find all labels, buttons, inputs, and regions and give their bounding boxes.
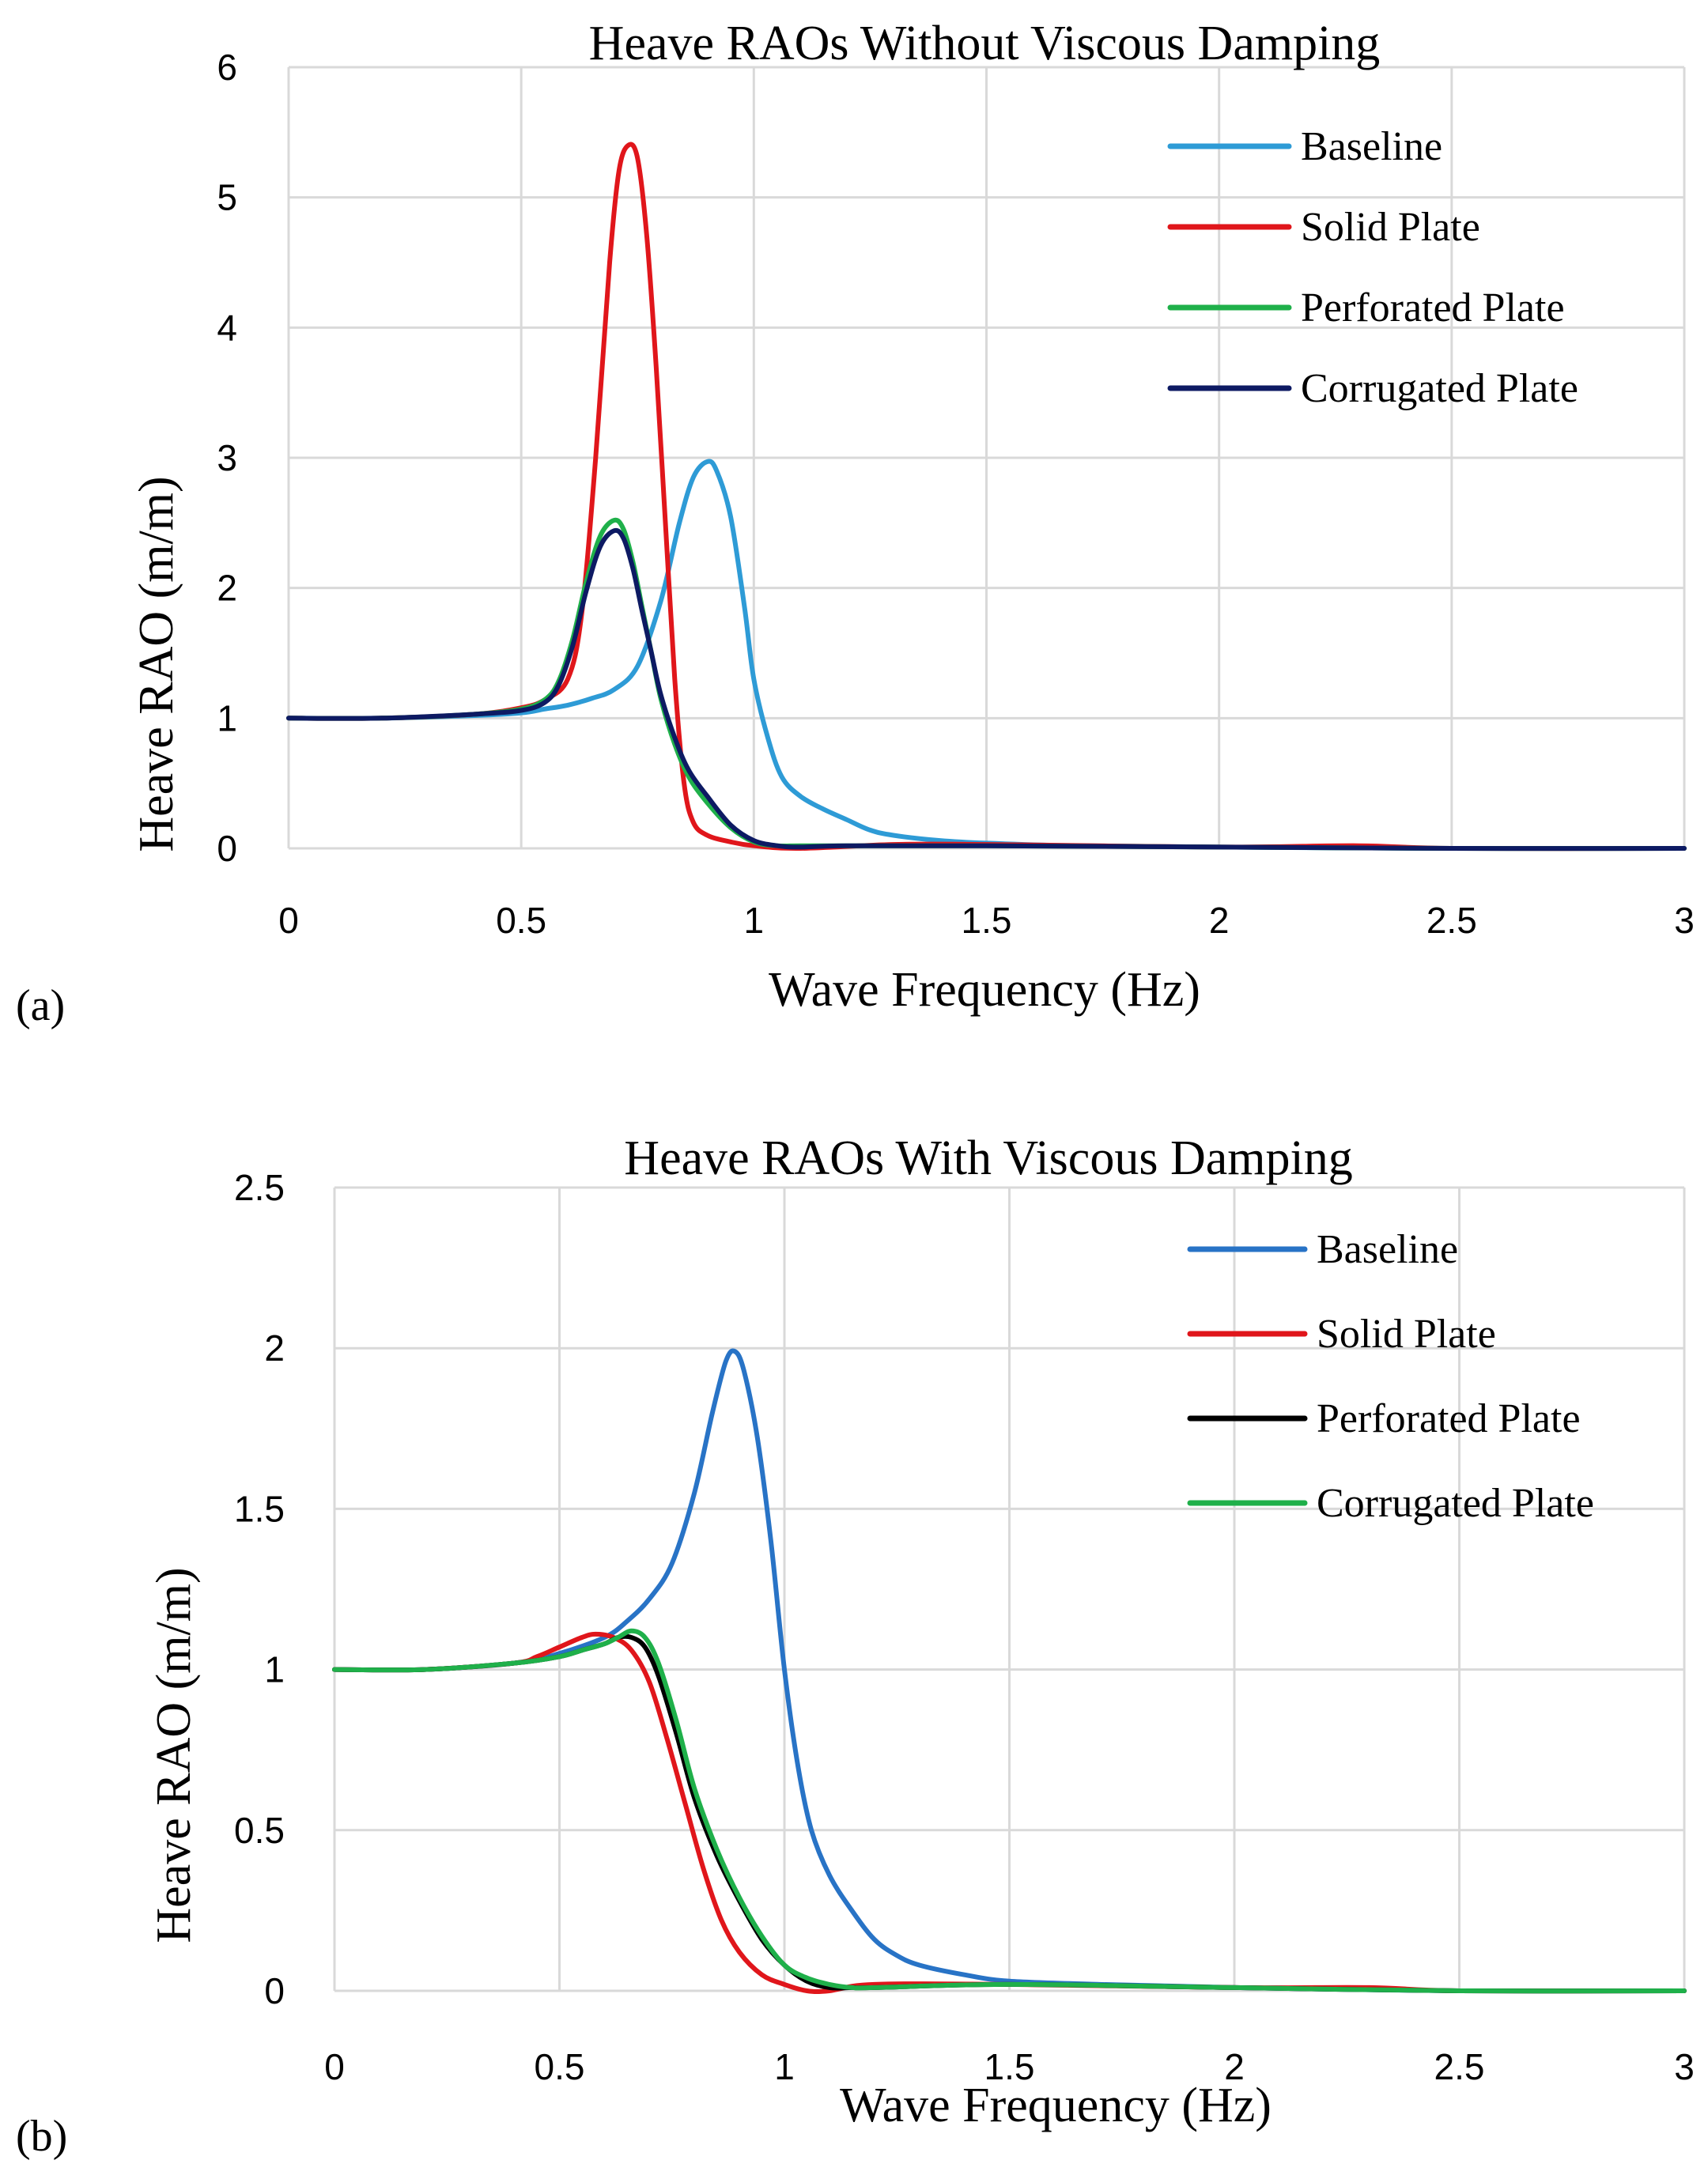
- legend-label-corrugated-plate: Corrugated Plate: [1317, 1481, 1594, 1526]
- legend-label-solid-plate: Solid Plate: [1301, 205, 1480, 250]
- panel-label-b: (b): [16, 2112, 67, 2161]
- ticks-b: 0 0.5 1 1.5 2 2.5 3 0 0.5 1 1.5 2 2.5: [234, 1167, 1695, 2087]
- panel-label-a: (a): [16, 981, 65, 1030]
- x-tick-label: 1: [774, 2046, 795, 2087]
- x-tick-label: 2.5: [1426, 900, 1477, 941]
- legend-label-perforated-plate: Perforated Plate: [1317, 1396, 1581, 1441]
- y-axis-label-b: Heave RAO (m/m): [147, 1567, 201, 1943]
- x-tick-label: 1.5: [984, 2046, 1035, 2087]
- ticks-a: 0 0.5 1 1.5 2 2.5 3 0 1 2 3 4 5 6: [217, 47, 1694, 941]
- y-axis-label-a: Heave RAO (m/m): [130, 476, 183, 852]
- legend-label-corrugated-plate: Corrugated Plate: [1301, 366, 1578, 411]
- x-tick-label: 0.5: [496, 900, 546, 941]
- x-axis-label-a: Wave Frequency (Hz): [769, 963, 1200, 1017]
- legend-b: Baseline Solid Plate Perforated Plate Corru…: [1187, 1227, 1594, 1526]
- y-tick-label: 2: [217, 568, 237, 609]
- chart-title-b: Heave RAOs With Viscous Damping: [624, 1131, 1352, 1185]
- x-tick-label: 3: [1674, 2046, 1695, 2087]
- y-tick-label: 4: [217, 307, 237, 348]
- series-line-corrugated-plate: [332, 1628, 1687, 1994]
- x-tick-label: 2.5: [1434, 2046, 1485, 2087]
- x-tick-label: 2: [1224, 2046, 1245, 2087]
- x-tick-label: 1.5: [962, 900, 1012, 941]
- chart-title-a: Heave RAOs Without Viscous Damping: [589, 17, 1381, 70]
- y-tick-label: 0: [264, 1970, 285, 2011]
- panel-label-a-text: (a): [16, 981, 65, 1030]
- x-tick-label: 2: [1209, 900, 1230, 941]
- x-axis-label-b: Wave Frequency (Hz): [840, 2079, 1272, 2132]
- legend-label-baseline: Baseline: [1301, 124, 1442, 169]
- grid-b: [333, 1186, 1686, 1992]
- x-tick-label: 3: [1674, 900, 1695, 941]
- chart-panel-b: 0 0.5 1 1.5 2 2.5 3 0 0.5 1 1.5 2 2.5 Heave RAOs Wit…: [16, 1131, 1695, 2161]
- x-tick-label: 0: [324, 2046, 345, 2087]
- series-line-corrugated-plate: [286, 527, 1687, 852]
- y-tick-label: 0.5: [234, 1810, 285, 1851]
- x-tick-label: 0.5: [535, 2046, 585, 2087]
- y-tick-label: 1.5: [234, 1488, 285, 1529]
- legend-label-solid-plate: Solid Plate: [1317, 1312, 1496, 1357]
- y-tick-label: 0: [217, 828, 237, 869]
- y-tick-label: 1: [217, 697, 237, 738]
- y-tick-label: 1: [264, 1649, 285, 1690]
- x-tick-label: 1: [744, 900, 765, 941]
- legend-a: Baseline Solid Plate Perforated Plate Corru…: [1167, 124, 1578, 411]
- panel-label-b-text: (b): [16, 2112, 67, 2161]
- legend-label-perforated-plate: Perforated Plate: [1301, 285, 1565, 330]
- y-tick-label: 2: [264, 1327, 285, 1369]
- y-tick-label: 2.5: [234, 1167, 285, 1208]
- x-tick-label: 0: [278, 900, 299, 941]
- chart-panel-a: 0 0.5 1 1.5 2 2.5 3 0 1 2 3 4 5 6 Heave RAOs Without …: [16, 17, 1695, 1030]
- grid-a: [287, 66, 1686, 850]
- y-tick-label: 3: [217, 437, 237, 478]
- series-group-b: [332, 1348, 1687, 1995]
- y-tick-label: 6: [217, 47, 237, 88]
- series-group-a: [286, 142, 1687, 852]
- y-tick-label: 5: [217, 177, 237, 218]
- legend-label-baseline: Baseline: [1317, 1227, 1458, 1272]
